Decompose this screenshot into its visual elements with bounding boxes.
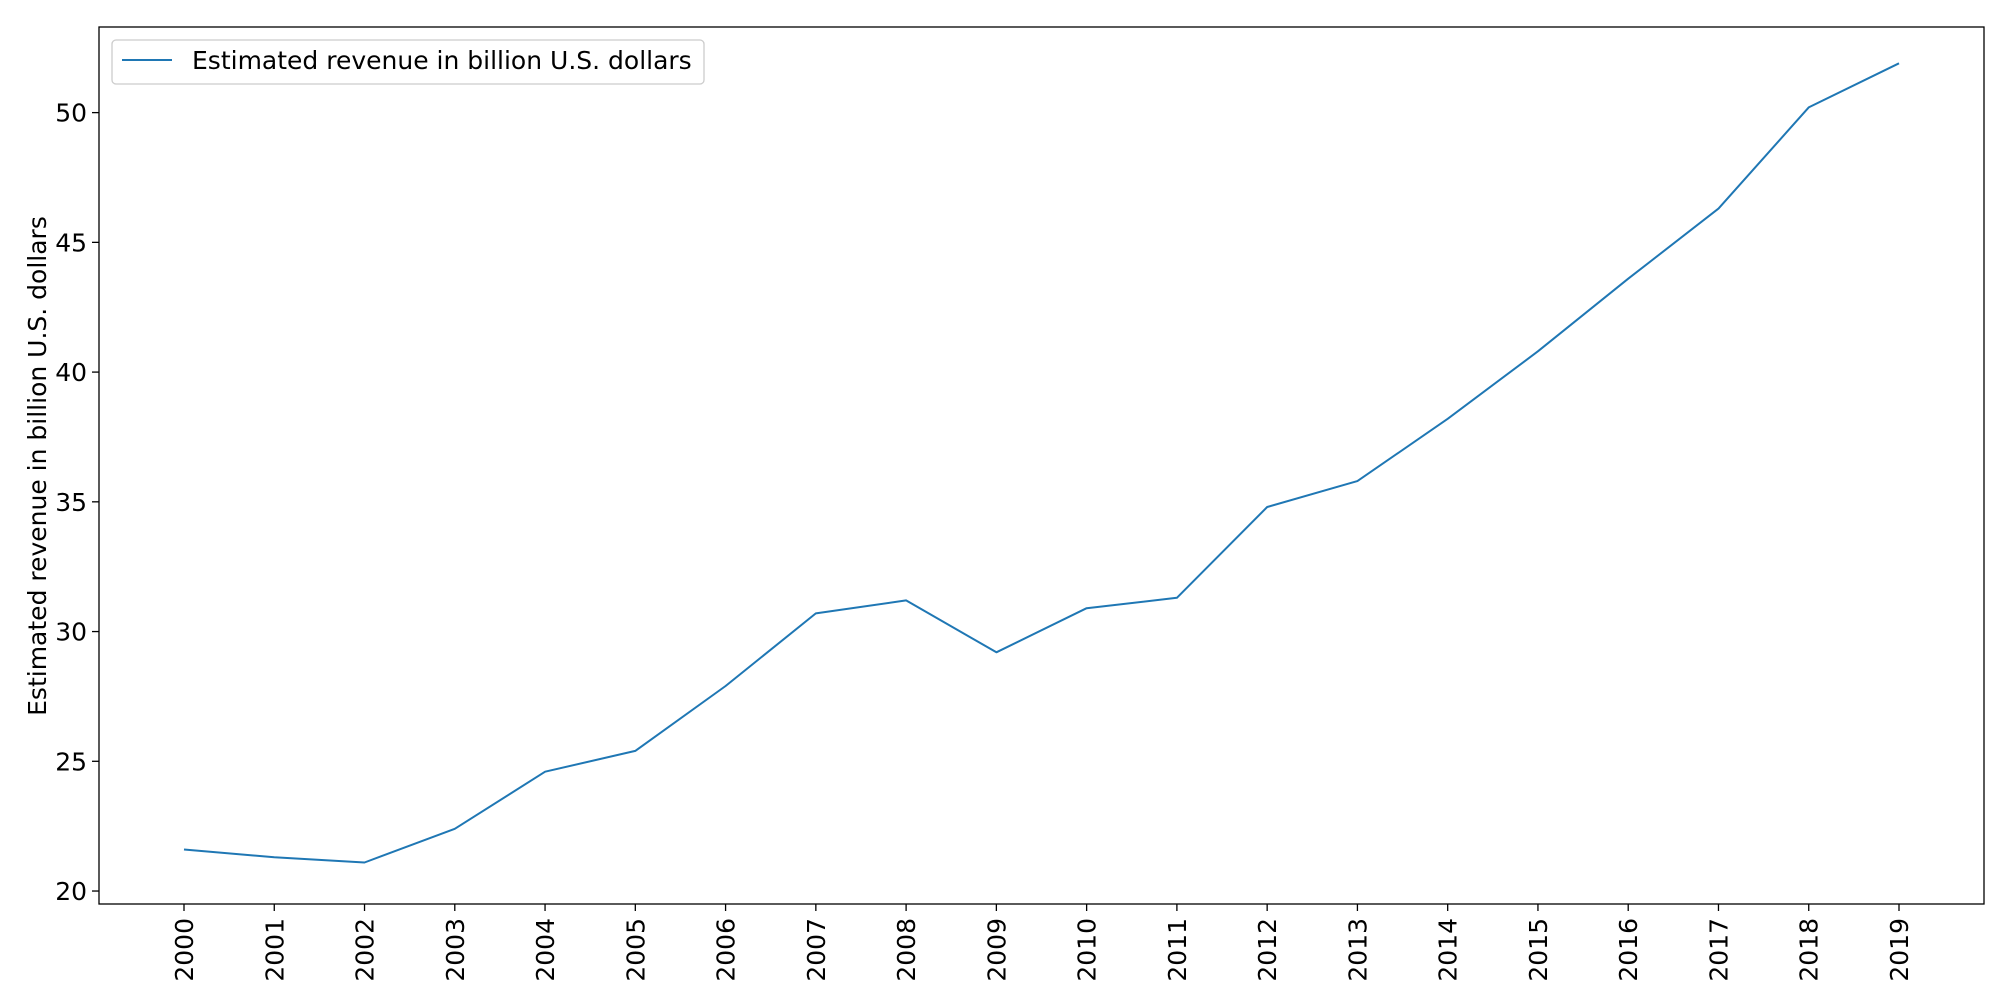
x-tick-label: 2004 xyxy=(531,918,560,982)
y-tick-label: 30 xyxy=(55,618,87,647)
y-tick-label: 20 xyxy=(55,877,87,906)
x-tick-label: 2016 xyxy=(1614,918,1643,982)
x-tick-label: 2007 xyxy=(802,918,831,982)
y-axis-label: Estimated revenue in billion U.S. dollar… xyxy=(23,216,52,716)
legend-label: Estimated revenue in billion U.S. dollar… xyxy=(192,46,692,75)
x-axis-ticks: 2000 2001 2002 2003 2004 2005 2006 2007 2008 2009… xyxy=(170,904,1914,982)
x-tick-label: 2017 xyxy=(1704,918,1733,982)
x-tick-label: 2013 xyxy=(1343,918,1372,982)
x-tick-label: 2003 xyxy=(441,918,470,982)
x-tick-label: 2011 xyxy=(1163,918,1192,982)
y-axis-ticks: 20 25 30 35 40 45 50 xyxy=(55,99,99,906)
x-tick-label: 2001 xyxy=(260,918,289,982)
y-tick-label: 35 xyxy=(55,488,87,517)
y-tick-label: 50 xyxy=(55,99,87,128)
x-tick-label: 2019 xyxy=(1885,918,1914,982)
x-tick-label: 2000 xyxy=(170,918,199,982)
y-tick-label: 25 xyxy=(55,747,87,776)
x-tick-label: 2005 xyxy=(621,918,650,982)
x-tick-label: 2015 xyxy=(1524,918,1553,982)
y-tick-label: 40 xyxy=(55,358,87,387)
x-tick-label: 2009 xyxy=(982,918,1011,982)
x-tick-label: 2010 xyxy=(1073,918,1102,982)
legend: Estimated revenue in billion U.S. dollar… xyxy=(112,40,704,84)
x-tick-label: 2006 xyxy=(712,918,741,982)
y-tick-label: 45 xyxy=(55,228,87,257)
x-tick-label: 2002 xyxy=(351,918,380,982)
x-tick-label: 2014 xyxy=(1434,918,1463,982)
x-tick-label: 2012 xyxy=(1253,918,1282,982)
plot-area xyxy=(99,27,1984,904)
x-tick-label: 2018 xyxy=(1795,918,1824,982)
x-tick-label: 2008 xyxy=(892,918,921,982)
